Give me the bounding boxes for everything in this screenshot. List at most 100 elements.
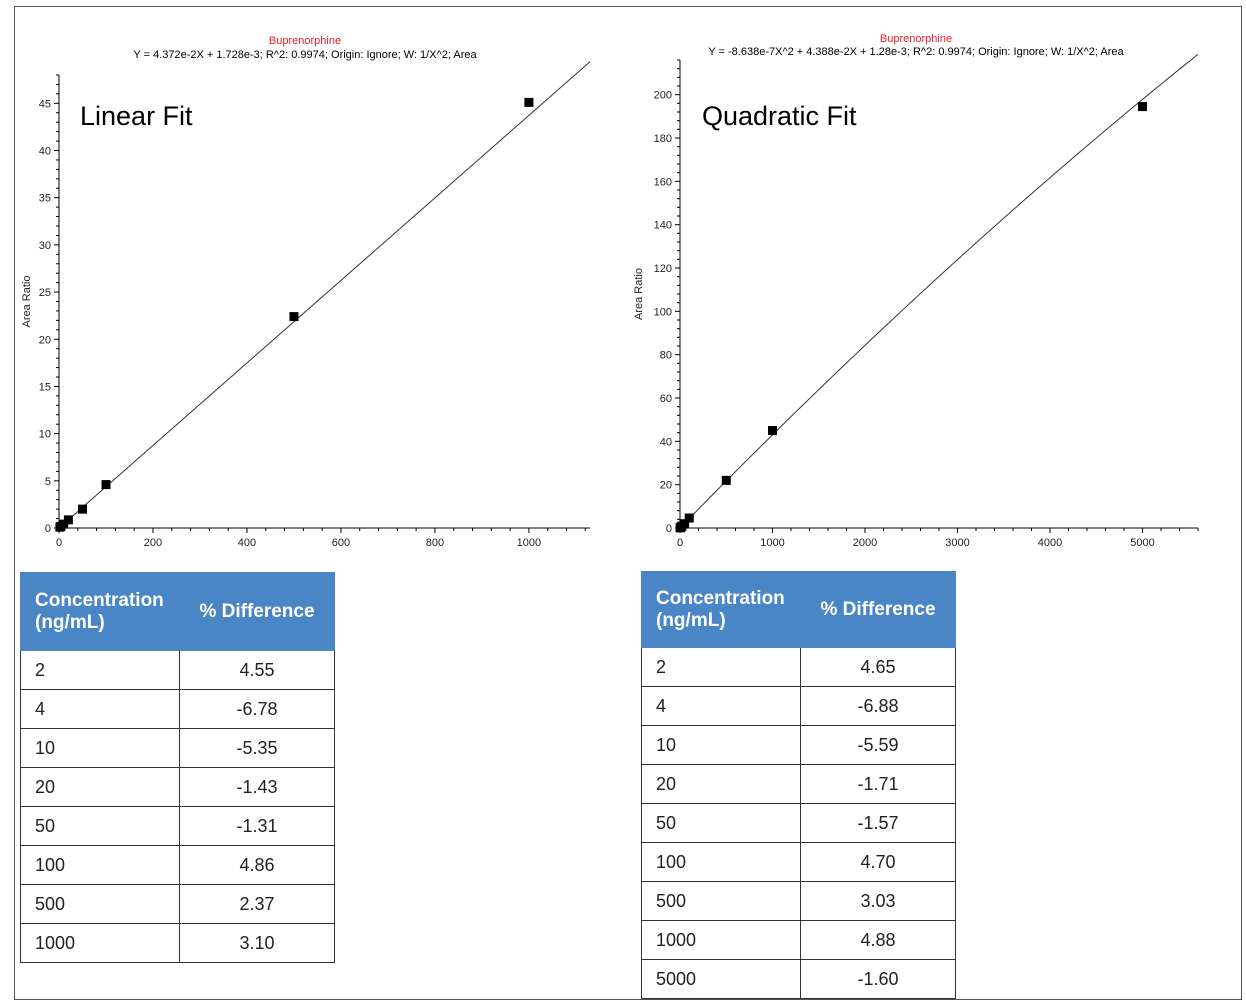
concentration-cell: 2 — [641, 647, 801, 687]
data-point — [101, 480, 111, 490]
difference-cell: 2.37 — [179, 884, 335, 924]
table-row: 1000 3.10 — [20, 923, 335, 963]
data-point — [684, 513, 694, 523]
table-row: 50 -1.31 — [20, 806, 335, 846]
fit-type-annotation: Linear Fit — [80, 101, 193, 131]
concentration-cell: 20 — [20, 767, 180, 807]
y-tick-label: 35 — [39, 193, 51, 205]
results-table-quadratic: Concentration (ng/mL) % Difference 2 4.65… — [641, 571, 956, 999]
table-row: 100 4.70 — [641, 842, 956, 882]
difference-cell: -1.60 — [800, 959, 956, 999]
table-header-concentration: Concentration (ng/mL) — [20, 572, 180, 651]
y-tick-label: 45 — [39, 98, 51, 110]
table-row: 4 -6.78 — [20, 689, 335, 729]
chart-equation: Y = -8.638e-7X^2 + 4.388e-2X + 1.28e-3; … — [708, 46, 1124, 58]
difference-cell: -5.35 — [179, 728, 335, 768]
concentration-cell: 1000 — [20, 923, 180, 963]
table-row: 1000 4.88 — [641, 920, 956, 960]
y-tick-label: 20 — [660, 480, 672, 492]
y-axis-label: Area Ratio — [21, 276, 33, 328]
table-row: 20 -1.43 — [20, 767, 335, 807]
concentration-cell: 4 — [20, 689, 180, 729]
table-row: 2 4.65 — [641, 647, 956, 687]
y-tick-label: 160 — [654, 176, 672, 188]
x-tick-label: 0 — [677, 537, 683, 549]
chart-panel-linear: Buprenorphine Y = 4.372e-2X + 1.728e-3; R… — [0, 0, 610, 560]
table-row: 4 -6.88 — [641, 686, 956, 726]
difference-cell: 4.70 — [800, 842, 956, 882]
table-row: 2 4.55 — [20, 650, 335, 690]
concentration-cell: 4 — [641, 686, 801, 726]
y-tick-label: 200 — [654, 90, 672, 102]
concentration-cell: 100 — [641, 842, 801, 882]
y-tick-label: 30 — [39, 240, 51, 252]
x-tick-label: 800 — [426, 537, 444, 549]
concentration-cell: 500 — [641, 881, 801, 921]
concentration-cell: 20 — [641, 764, 801, 804]
data-point — [721, 475, 731, 485]
data-point — [78, 504, 87, 514]
x-tick-label: 0 — [56, 537, 62, 549]
difference-cell: -1.43 — [179, 767, 335, 807]
chart-title: Buprenorphine — [880, 33, 952, 45]
concentration-cell: 5000 — [641, 959, 801, 999]
data-point — [63, 515, 73, 525]
difference-cell: 4.65 — [800, 647, 956, 687]
table-header-difference: % Difference — [800, 571, 956, 648]
difference-cell: 3.03 — [800, 881, 956, 921]
difference-cell: -1.71 — [800, 764, 956, 804]
y-tick-label: 100 — [654, 306, 672, 318]
table-row: 500 3.03 — [641, 881, 956, 921]
y-tick-label: 20 — [39, 334, 51, 346]
concentration-cell: 10 — [641, 725, 801, 765]
difference-cell: 4.88 — [800, 920, 956, 960]
figure-frame — [14, 6, 1242, 1000]
x-tick-label: 3000 — [945, 537, 969, 549]
table-row: 10 -5.35 — [20, 728, 335, 768]
concentration-cell: 2 — [20, 650, 180, 690]
x-tick-label: 5000 — [1130, 537, 1154, 549]
chart-title: Buprenorphine — [269, 35, 341, 47]
difference-cell: -6.88 — [800, 686, 956, 726]
difference-cell: 3.10 — [179, 923, 335, 963]
x-tick-label: 600 — [332, 537, 350, 549]
concentration-cell: 50 — [641, 803, 801, 843]
table-row: 50 -1.57 — [641, 803, 956, 843]
y-tick-label: 40 — [660, 436, 672, 448]
y-tick-label: 180 — [654, 133, 672, 145]
concentration-cell: 1000 — [641, 920, 801, 960]
data-point — [1138, 102, 1147, 112]
y-tick-label: 60 — [660, 393, 672, 405]
y-tick-label: 15 — [39, 381, 51, 393]
table-header-difference: % Difference — [179, 572, 335, 651]
difference-cell: -1.57 — [800, 803, 956, 843]
data-point — [59, 519, 69, 529]
table-row: 500 2.37 — [20, 884, 335, 924]
difference-cell: -5.59 — [800, 725, 956, 765]
x-tick-label: 1000 — [760, 537, 784, 549]
data-point — [289, 312, 299, 322]
concentration-cell: 50 — [20, 806, 180, 846]
fit-line — [58, 61, 591, 529]
chart-linear: Buprenorphine Y = 4.372e-2X + 1.728e-3; R… — [21, 35, 591, 549]
data-point — [768, 426, 777, 435]
y-tick-label: 0 — [45, 523, 51, 535]
table-row: 5000 -1.60 — [641, 959, 956, 999]
fit-line — [679, 53, 1199, 529]
x-tick-label: 200 — [144, 537, 162, 549]
difference-cell: 4.55 — [179, 650, 335, 690]
chart-equation: Y = 4.372e-2X + 1.728e-3; R^2: 0.9974; O… — [133, 49, 477, 61]
concentration-cell: 500 — [20, 884, 180, 924]
data-point — [680, 519, 690, 529]
results-table-linear: Concentration (ng/mL) % Difference 2 4.55… — [20, 572, 335, 963]
y-tick-label: 5 — [45, 476, 51, 488]
y-tick-label: 40 — [39, 146, 51, 158]
x-tick-label: 2000 — [853, 537, 877, 549]
chart-panel-quadratic: Buprenorphine Y = -8.638e-7X^2 + 4.388e-2… — [620, 0, 1230, 560]
y-tick-label: 10 — [39, 429, 51, 441]
data-point — [524, 97, 534, 107]
concentration-cell: 10 — [20, 728, 180, 768]
difference-cell: -1.31 — [179, 806, 335, 846]
concentration-cell: 100 — [20, 845, 180, 885]
fit-type-annotation: Quadratic Fit — [702, 101, 857, 131]
